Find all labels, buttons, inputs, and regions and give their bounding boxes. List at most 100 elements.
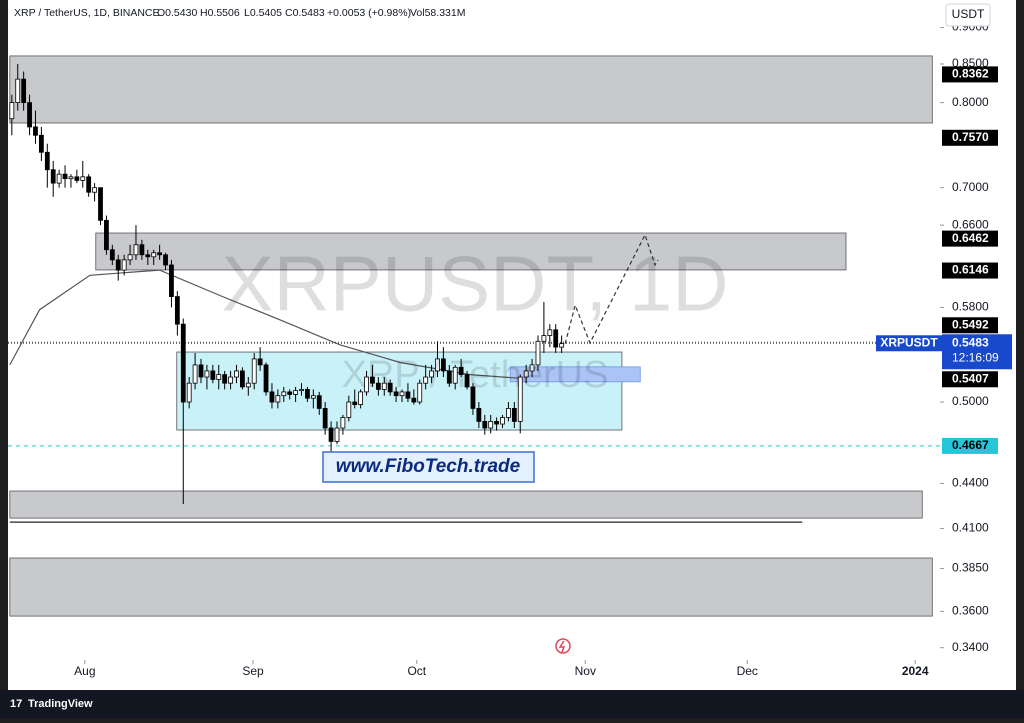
header-close: C0.5483: [285, 7, 325, 19]
x-tick-label: 2024: [902, 664, 929, 678]
header-volume: Vol58.331M: [410, 7, 465, 19]
candle-body: [358, 391, 364, 405]
candle-body: [15, 78, 21, 104]
y-tick-label: 0.3850: [952, 561, 989, 575]
candle-body: [464, 374, 470, 388]
candle-body: [38, 134, 44, 153]
candle-body: [186, 382, 192, 403]
promo-box: [322, 451, 535, 483]
candle-body: [547, 329, 553, 336]
watermark-title: XRPUSDT, 1D: [221, 240, 728, 328]
candle-body: [174, 296, 180, 325]
candle-body: [92, 187, 97, 193]
price-label: 0.8362: [952, 67, 989, 81]
candle-body: [511, 408, 517, 422]
candle-body: [387, 382, 393, 393]
x-tick-label: Dec: [737, 664, 758, 678]
x-tick-label: Oct: [407, 664, 426, 678]
price-label-box: [942, 437, 998, 454]
candle-body: [133, 244, 139, 256]
price-label-box: [942, 230, 998, 247]
candle-body: [529, 364, 535, 372]
candle-body: [50, 169, 56, 184]
candle-body: [500, 417, 505, 425]
candle-body: [198, 364, 204, 378]
candle-body: [180, 323, 186, 403]
candle-body: [151, 252, 157, 258]
candle-body: [222, 374, 228, 384]
price-label-box: [942, 371, 998, 388]
footer-logo: 17: [10, 698, 22, 710]
candle-body: [157, 252, 163, 256]
header-high: H0.5506: [200, 7, 240, 19]
candle-body: [423, 376, 429, 384]
current-price-box: [942, 334, 1012, 370]
candle-body: [340, 417, 346, 429]
candle-body: [299, 389, 304, 392]
candle-body: [127, 254, 133, 261]
x-tick-label: Aug: [74, 664, 95, 678]
header-low: L0.5405: [244, 7, 282, 19]
candle-body: [553, 329, 559, 348]
candle-body: [245, 382, 251, 388]
candle-body: [257, 358, 263, 366]
candle-body: [56, 173, 62, 184]
candle-body: [535, 340, 541, 366]
candle-body: [429, 370, 434, 378]
currency-button[interactable]: [945, 3, 991, 27]
candle-body: [476, 408, 482, 422]
candle-body: [62, 173, 68, 180]
y-tick-label: 0.5000: [952, 394, 989, 408]
overlay: 0.90000.85000.80000.70000.66000.58000.50…: [74, 20, 1012, 678]
candle-body: [334, 427, 340, 442]
candle-body: [74, 176, 80, 181]
y-tick-label: 0.3400: [952, 640, 989, 654]
event-icon[interactable]: [555, 638, 571, 654]
footer-brand[interactable]: TradingView: [28, 698, 93, 710]
candle-body: [541, 335, 547, 342]
candle-body: [452, 366, 458, 384]
plot: [8, 55, 940, 617]
zone: [9, 55, 933, 124]
currency-label[interactable]: USDT: [952, 7, 985, 21]
candle-body: [115, 259, 121, 271]
candle-body: [251, 358, 257, 384]
candle-body: [139, 244, 145, 256]
candle-body: [9, 102, 15, 120]
candle-body: [523, 370, 529, 378]
candle-body: [210, 370, 216, 380]
price-label-box: [942, 262, 998, 279]
candle-body: [440, 358, 446, 372]
candle-body: [86, 176, 92, 193]
candle-body: [399, 391, 405, 397]
header: XRP / TetherUS, 1D, BINANCE O0.5430 H0.5…: [14, 7, 465, 19]
y-tick-label: 0.5800: [952, 300, 989, 314]
zone: [9, 490, 923, 519]
candle-body: [192, 364, 198, 384]
y-tick-label: 0.6600: [952, 217, 989, 231]
zone: [509, 366, 641, 383]
candle-body: [98, 187, 103, 221]
candle-body: [494, 421, 500, 425]
candle-body: [263, 364, 269, 393]
countdown: 12:16:09: [952, 350, 999, 364]
candle-body: [33, 126, 38, 136]
candle-body: [234, 370, 239, 378]
price-label: 0.5407: [952, 371, 989, 385]
footer-bar: [0, 690, 1024, 718]
x-tick-label: Nov: [575, 664, 596, 678]
zone: [95, 232, 847, 271]
promo-text: www.FiboTech.trade: [336, 456, 521, 477]
candle-body: [370, 376, 375, 384]
current-price-name: XRPUSDT: [880, 335, 938, 349]
y-tick-label: 0.3600: [952, 603, 989, 617]
price-label: 0.4667: [952, 438, 989, 452]
candle-body: [293, 390, 298, 395]
y-tick-label: 0.4100: [952, 521, 989, 535]
header-change: +0.0053 (+0.98%): [327, 7, 411, 19]
candle-body: [204, 370, 210, 378]
candle-body: [305, 389, 310, 399]
